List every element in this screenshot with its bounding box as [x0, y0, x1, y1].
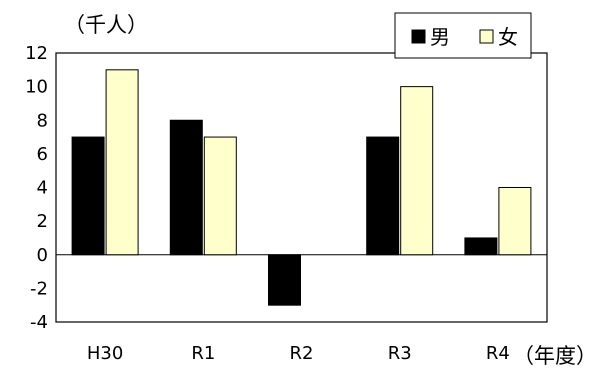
legend-label-female: 女: [498, 25, 518, 49]
y-tick-label: -4: [30, 312, 48, 333]
y-tick-label: 2: [37, 211, 48, 232]
legend-swatch-male: [411, 29, 426, 44]
y-tick-label: 6: [37, 144, 48, 165]
bar-female-H30: [105, 69, 139, 256]
y-unit-label: （千人）: [64, 13, 148, 37]
bar-male-R4: [464, 237, 498, 256]
x-unit-label: （年度）: [513, 344, 597, 368]
bar-male-R1: [169, 119, 203, 256]
y-tick-label: 4: [37, 178, 48, 199]
y-axis: 12 10 8 6 4 2 0 -2 -4: [25, 43, 48, 333]
y-tick-label: -2: [30, 278, 48, 299]
y-tick-label: 12: [25, 43, 48, 64]
legend: 男 女: [394, 12, 532, 59]
legend-label-male: 男: [430, 25, 450, 49]
x-tick-label: R1: [191, 343, 215, 364]
bar-female-R4: [498, 187, 532, 256]
y-tick-label: 8: [37, 110, 48, 131]
y-tick-label: 0: [37, 245, 48, 266]
x-tick-label: R3: [388, 343, 412, 364]
legend-swatch-female: [479, 29, 494, 44]
bars-group: [71, 69, 532, 306]
bar-female-R3: [400, 86, 434, 256]
bar-male-R2: [268, 254, 301, 306]
bar-male-R3: [366, 136, 400, 256]
x-tick-label: R2: [290, 343, 314, 364]
x-tick-label: R4: [486, 343, 510, 364]
y-tick-label: 10: [25, 77, 48, 98]
x-tick-label: H30: [87, 343, 123, 364]
bar-female-R1: [203, 136, 237, 256]
x-axis: H30 R1 R2 R3 R4: [87, 343, 510, 364]
bar-male-H30: [71, 136, 105, 256]
